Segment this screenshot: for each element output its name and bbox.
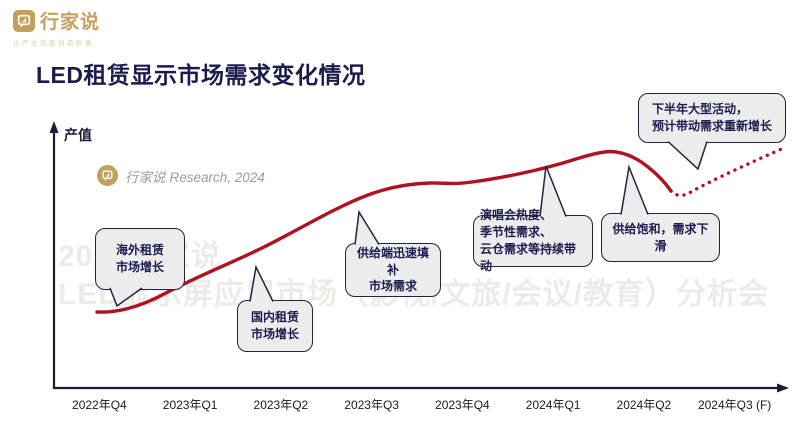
x-axis-labels: 2022年Q4 2023年Q1 2023年Q2 2023年Q3 2023年Q4 … <box>54 396 780 413</box>
brand-logo: 行家说 让产业信息创造价值 <box>13 7 100 47</box>
y-axis-label: 产值 <box>64 127 92 143</box>
page-title: LED租赁显示市场需求变化情况 <box>36 62 366 88</box>
x-tick-label: 2023年Q3 <box>344 398 399 412</box>
x-tick-label: 2024年Q1 <box>525 398 581 412</box>
brand-logo-icon <box>13 9 35 32</box>
speech-bubble-icon <box>102 170 113 181</box>
callout-domestic-rental-growth: 国内租赁 市场增长 <box>237 300 313 352</box>
speech-bubble-icon <box>17 14 31 28</box>
brand-name: 行家说 <box>40 12 101 33</box>
demand-curve-forecast-dotted <box>669 145 788 198</box>
callout-supply-saturated-demand-declines: 供给饱和，需求下滑 <box>601 213 720 262</box>
callout-text: 演唱会热度、 季节性需求、 云仓需求等持续带动 <box>480 208 577 273</box>
x-tick-label: 2024年Q2 <box>616 398 672 412</box>
demand-curve-solid <box>95 149 673 314</box>
y-axis-arrow-icon <box>49 121 59 133</box>
research-brand: 行家说 <box>125 169 166 185</box>
brand-tagline: 让产业信息创造价值 <box>13 40 94 47</box>
research-label: Research, 2024 <box>169 169 265 185</box>
callout-text: 供给饱和，需求下滑 <box>612 221 709 253</box>
callout-text: 国内租赁 市场增长 <box>250 310 299 341</box>
callout-overseas-rental-growth: 海外租赁 市场增长 <box>95 228 185 290</box>
x-tick-label: 2023年Q1 <box>162 398 218 412</box>
research-logo-icon <box>97 165 118 186</box>
x-tick-label: 2023年Q2 <box>253 398 309 412</box>
callout-text: 海外租赁 市场增长 <box>115 243 164 274</box>
x-axis-arrow-icon <box>777 383 789 393</box>
research-watermark-text: 行家说 Research, 2024 <box>125 166 265 186</box>
callout-h2-events-renewed-growth: 下半年大型活动， 预计带动需求重新增长 <box>638 93 786 143</box>
x-tick-label: 2022年Q4 <box>72 398 127 412</box>
callout-supply-fills-demand: 供给端迅速填补 市场需求 <box>345 243 441 297</box>
callout-text: 下半年大型活动， 预计带动需求重新增长 <box>651 102 772 133</box>
x-tick-label: 2024年Q3 (F) <box>697 398 772 412</box>
callout-concert-seasonal-cloud-demand: 演唱会热度、 季节性需求、 云仓需求等持续带动 <box>473 208 593 273</box>
x-tick-label: 2023年Q4 <box>435 398 490 412</box>
research-watermark: 行家说 Research, 2024 <box>97 165 265 186</box>
callout-text: 供给端迅速填补 市场需求 <box>356 245 429 294</box>
